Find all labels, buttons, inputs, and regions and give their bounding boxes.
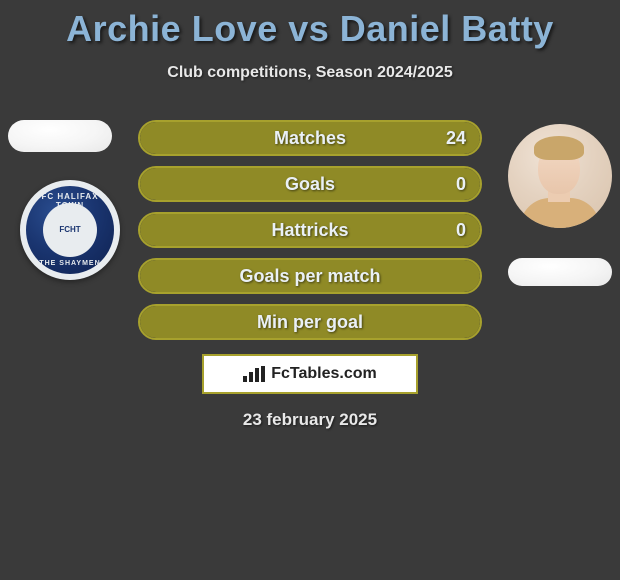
brand-bars-icon <box>243 366 265 382</box>
player-left-club-badge: FC HALIFAX TOWN FCHT THE SHAYMEN <box>20 180 120 280</box>
footer-date: 23 february 2025 <box>0 410 620 430</box>
page-subtitle: Club competitions, Season 2024/2025 <box>0 64 620 82</box>
stat-row: Matches 24 <box>138 120 482 156</box>
stat-label: Matches <box>274 128 346 149</box>
stat-row: Goals per match <box>138 258 482 294</box>
club-badge-top-text: FC HALIFAX TOWN <box>26 192 114 210</box>
stat-row: Hattricks 0 <box>138 212 482 248</box>
brand-box: FcTables.com <box>202 354 418 394</box>
stat-label: Goals <box>285 174 335 195</box>
stat-row: Goals 0 <box>138 166 482 202</box>
player-left-avatar <box>8 120 112 152</box>
stat-label: Goals per match <box>239 266 380 287</box>
stat-value-right: 0 <box>456 220 466 241</box>
stat-label: Min per goal <box>257 312 363 333</box>
stat-label: Hattricks <box>271 220 348 241</box>
club-badge-bottom-text: THE SHAYMEN <box>26 260 114 267</box>
player-right-club-badge <box>508 258 612 286</box>
brand-text: FcTables.com <box>271 365 377 383</box>
player-right-avatar <box>508 124 612 228</box>
stat-row: Min per goal <box>138 304 482 340</box>
stat-value-right: 24 <box>446 128 466 149</box>
stats-panel: Matches 24 Goals 0 Hattricks 0 Goals per match… <box>138 120 482 350</box>
stat-value-right: 0 <box>456 174 466 195</box>
page-title: Archie Love vs Daniel Batty <box>0 0 620 50</box>
club-badge-inner: FCHT <box>43 203 97 257</box>
